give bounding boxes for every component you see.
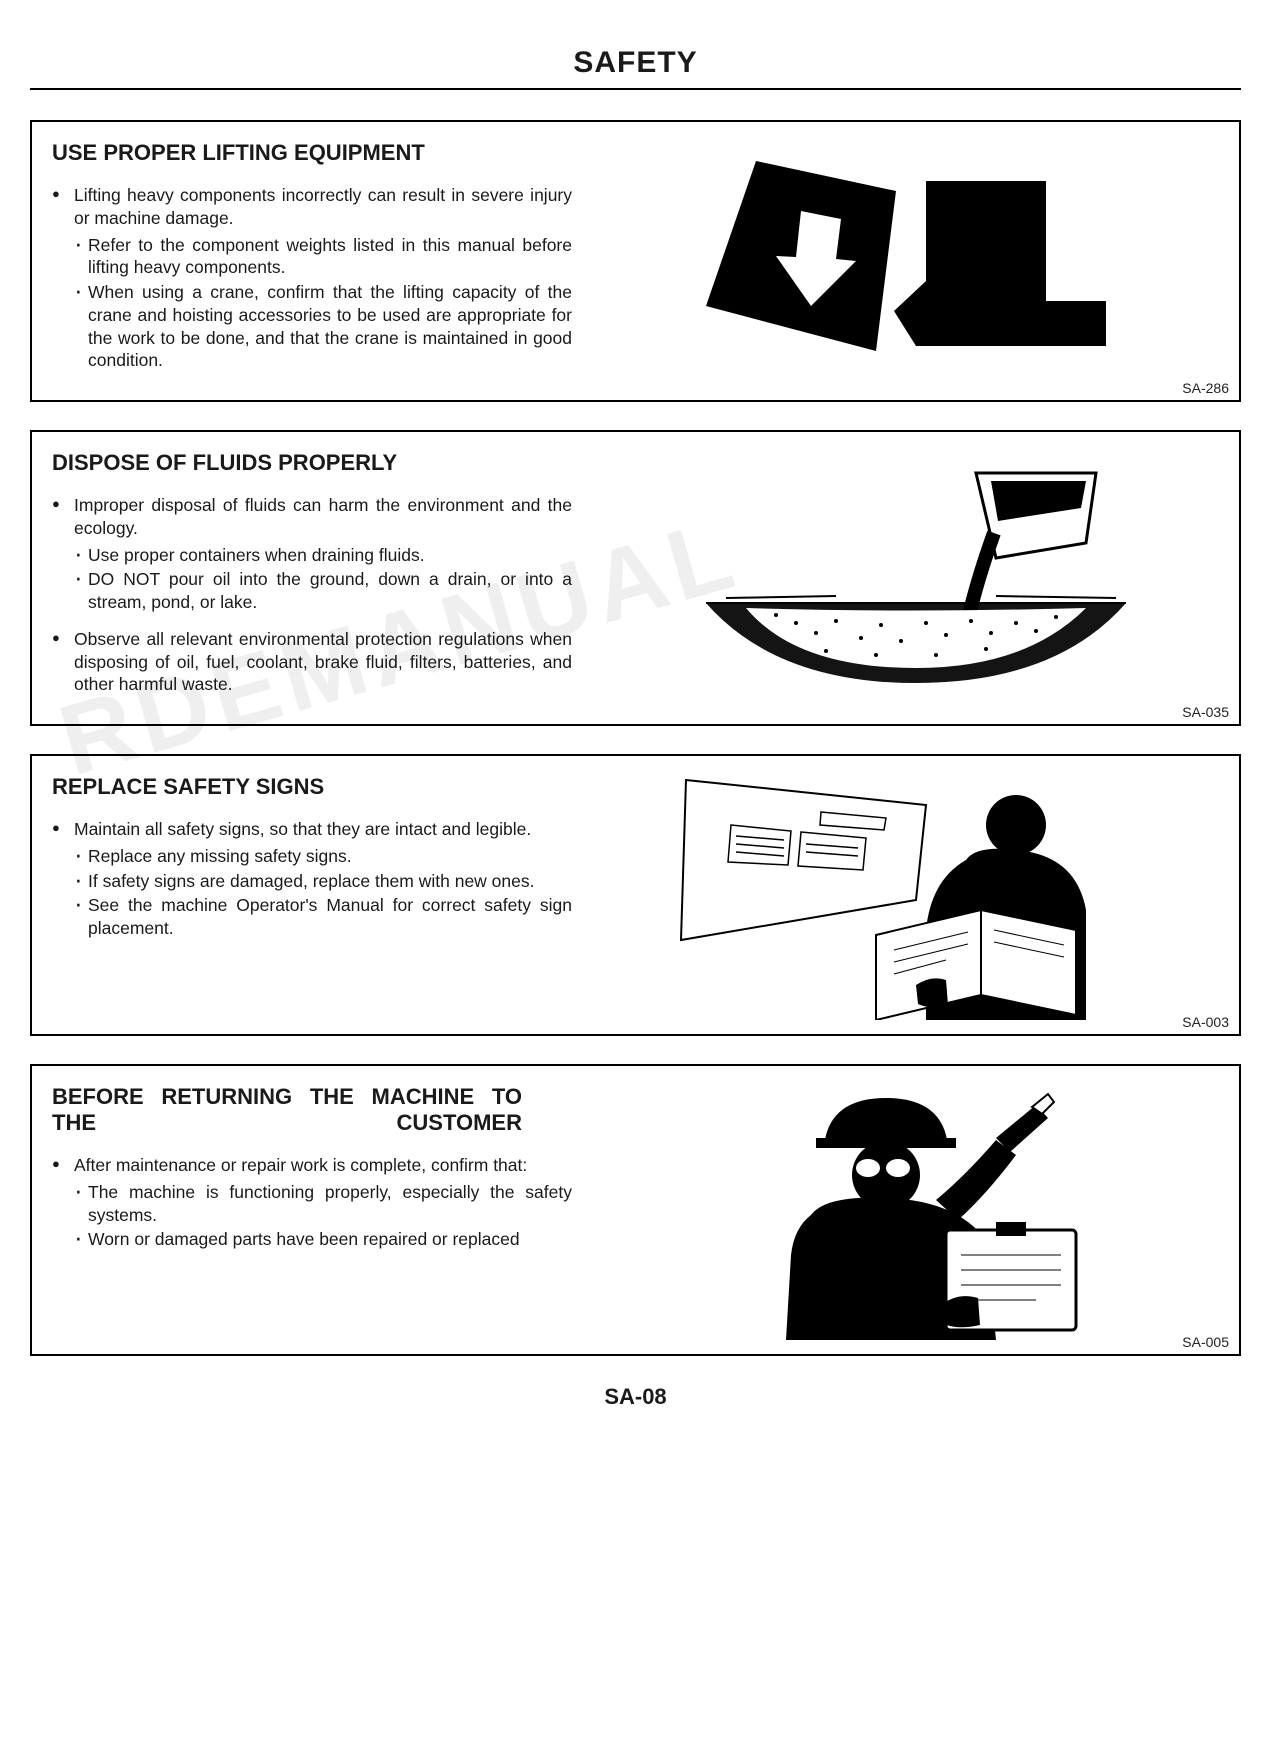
section-return: BEFORE RETURNING THE MACHINE TO THE CUST… [30, 1064, 1241, 1356]
figure-code: SA-005 [1182, 1334, 1229, 1350]
illustration-col [592, 136, 1219, 386]
bullet-text: Improper disposal of fluids can harm the… [74, 495, 572, 538]
section-signs: REPLACE SAFETY SIGNS Maintain all safety… [30, 754, 1241, 1036]
bullet-list: Improper disposal of fluids can harm the… [52, 494, 572, 696]
bullet-list: After maintenance or repair work is comp… [52, 1154, 572, 1251]
sub-list: Use proper containers when draining flui… [74, 544, 572, 614]
illustration-col [592, 1080, 1219, 1340]
sub-item: Refer to the component weights listed in… [74, 234, 572, 280]
page-title: SAFETY [30, 40, 1241, 80]
section-text-col: REPLACE SAFETY SIGNS Maintain all safety… [52, 770, 592, 1020]
figure-code: SA-003 [1182, 1014, 1229, 1030]
sub-list: Refer to the component weights listed in… [74, 234, 572, 373]
boot-crush-icon [696, 151, 1116, 371]
figure-code: SA-035 [1182, 704, 1229, 720]
bullet-item: Improper disposal of fluids can harm the… [52, 494, 572, 614]
inspector-clipboard-icon [696, 1080, 1116, 1340]
sub-item: DO NOT pour oil into the ground, down a … [74, 568, 572, 614]
bullet-item: After maintenance or repair work is comp… [52, 1154, 572, 1251]
sub-item: The machine is functioning properly, esp… [74, 1181, 572, 1227]
sub-item: See the machine Operator's Manual for co… [74, 894, 572, 940]
bullet-text: Maintain all safety signs, so that they … [74, 819, 531, 839]
bullet-list: Maintain all safety signs, so that they … [52, 818, 572, 940]
section-heading: USE PROPER LIFTING EQUIPMENT [52, 140, 572, 166]
sub-item: If safety signs are damaged, replace the… [74, 870, 572, 893]
section-text-col: BEFORE RETURNING THE MACHINE TO THE CUST… [52, 1080, 592, 1340]
illustration-col [592, 446, 1219, 710]
section-fluids: DISPOSE OF FLUIDS PROPERLY Improper disp… [30, 430, 1241, 726]
section-lifting: USE PROPER LIFTING EQUIPMENT Lifting hea… [30, 120, 1241, 402]
section-heading: BEFORE RETURNING THE MACHINE TO THE CUST… [52, 1084, 522, 1136]
sub-item: Replace any missing safety signs. [74, 845, 572, 868]
page-footer: SA-08 [30, 1384, 1241, 1410]
illustration-col [592, 770, 1219, 1020]
section-heading: REPLACE SAFETY SIGNS [52, 774, 572, 800]
sub-item: When using a crane, confirm that the lif… [74, 281, 572, 372]
safety-page: RDEMANUAL SAFETY USE PROPER LIFTING EQUI… [0, 0, 1271, 1440]
section-text-col: DISPOSE OF FLUIDS PROPERLY Improper disp… [52, 446, 592, 710]
bullet-list: Lifting heavy components incorrectly can… [52, 184, 572, 372]
bullet-item: Observe all relevant environmental prote… [52, 628, 572, 696]
bullet-text: Lifting heavy components incorrectly can… [74, 185, 572, 228]
bullet-text: Observe all relevant environmental prote… [74, 629, 572, 695]
pour-ground-icon [676, 463, 1136, 693]
bullet-item: Maintain all safety signs, so that they … [52, 818, 572, 940]
sub-item: Worn or damaged parts have been repaired… [74, 1228, 572, 1251]
bullet-item: Lifting heavy components incorrectly can… [52, 184, 572, 372]
section-heading: DISPOSE OF FLUIDS PROPERLY [52, 450, 572, 476]
sub-list: The machine is functioning properly, esp… [74, 1181, 572, 1251]
bullet-text: After maintenance or repair work is comp… [74, 1155, 527, 1175]
person-manual-icon [676, 770, 1136, 1020]
section-text-col: USE PROPER LIFTING EQUIPMENT Lifting hea… [52, 136, 592, 386]
sub-list: Replace any missing safety signs. If saf… [74, 845, 572, 940]
page-header: SAFETY [30, 40, 1241, 90]
sub-item: Use proper containers when draining flui… [74, 544, 572, 567]
figure-code: SA-286 [1182, 380, 1229, 396]
